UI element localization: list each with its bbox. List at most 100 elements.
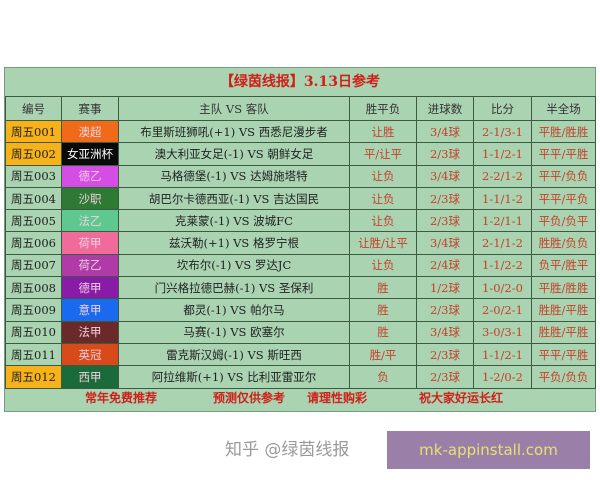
match-id: 周五002 [5,142,62,166]
goals-pick: 1/2球 [416,276,474,300]
score-pick: 2-1/1-2 [473,231,532,255]
score-pick: 2-0/2-1 [473,298,532,322]
score-pick: 1-2/1-1 [473,209,532,233]
table-row: 周五005 法乙 克莱蒙(-1) VS 波城FC 让负 2/3球 1-2/1-1 平负/负平 [5,209,596,233]
table-row: 周五009 意甲 都灵(-1) VS 帕尔马胜 2/3球 2-0/2-1 胜胜/平胜 [5,298,596,322]
footer-text: 祝大家好运长红 [419,391,504,405]
result-pick: 胜 [349,320,417,344]
teams: 都灵(-1) VS 帕尔马 [118,298,350,322]
result-pick: 让胜/让平 [349,231,417,255]
match-id: 周五007 [5,253,62,278]
teams: 兹沃勒(+1) VS 格罗宁根 [118,231,350,255]
sheet-title: 【绿茵线报】3.13日参考 [219,74,381,90]
teams: 澳大利亚女足(-1) VS 朝鲜女足 [118,142,350,166]
goals-pick: 2/3球 [416,342,474,367]
score-pick: 2-1/3-1 [473,119,532,144]
table-row: 周五011 英冠 雷克斯汉姆(-1) VS 斯旺西 胜/平 2/3球 1-1/2-1 平平/… [5,342,596,367]
zhihu-watermark: 知乎 @绿茵线报 [225,440,350,460]
result-pick: 让负 [349,253,417,278]
league: 德乙 [61,164,119,188]
result-pick: 让负 [349,164,417,188]
league: 英冠 [61,342,119,367]
match-id: 周五005 [5,209,62,233]
match-id: 周五012 [5,365,62,389]
score-pick: 1-1/2-2 [473,253,532,278]
league: 女亚洲杯 [61,142,119,166]
match-id: 周五003 [5,164,62,188]
halftime-fulltime-pick: 平负/负平 [531,209,596,233]
score-pick: 1-1/1-2 [473,186,532,211]
match-id: 周五010 [5,320,62,344]
goals-pick: 3/4球 [416,164,474,188]
teams: 马格德堡(-1) VS 达姆施塔特 [118,164,350,188]
teams: 雷克斯汉姆(-1) VS 斯旺西 [118,342,350,367]
league: 法乙 [61,209,119,233]
teams: 克莱蒙(-1) VS 波城FC [118,209,350,233]
halftime-fulltime-pick: 平平/平负 [531,186,596,211]
league: 荷乙 [61,253,119,278]
result-pick: 让负 [349,186,417,211]
league: 沙职 [61,186,119,211]
table-row: 周五012 西甲 阿拉维斯(+1) VS 比利亚雷亚尔负 2/3球 1-2/0-2 平负/… [5,365,596,389]
column-header: 赛事 [61,96,119,121]
result-pick: 平/让平 [349,142,417,166]
halftime-fulltime-pick: 平胜/胜胜 [531,119,596,144]
result-pick: 胜/平 [349,342,417,367]
goals-pick: 2/4球 [416,253,474,278]
footer: 常年免费推荐 预测仅供参考 请理性购彩 祝大家好运长红 [5,385,595,411]
table-row: 周五004 沙职 胡巴尔卡德西亚(-1) VS 吉达国民 让负 2/3球 1-1/1-2 平… [5,186,596,211]
teams: 坎布尔(-1) VS 罗达JC [118,253,350,278]
halftime-fulltime-pick: 平负/负负 [531,365,596,389]
teams: 胡巴尔卡德西亚(-1) VS 吉达国民 [118,186,350,211]
halftime-fulltime-pick: 平平/平胜 [531,142,596,166]
teams: 布里斯班狮吼(+1) VS 西悉尼漫步者 [118,119,350,144]
result-pick: 让负 [349,209,417,233]
halftime-fulltime-pick: 胜胜/负负 [531,231,596,255]
result-pick: 胜 [349,298,417,322]
goals-pick: 3/4球 [416,320,474,344]
halftime-fulltime-pick: 胜胜/平胜 [531,320,596,344]
goals-pick: 2/3球 [416,365,474,389]
match-id: 周五011 [5,342,62,367]
match-id: 周五001 [5,119,62,144]
goals-pick: 2/3球 [416,186,474,211]
league: 法甲 [61,320,119,344]
teams: 门兴格拉德巴赫(-1) VS 圣保利 [118,276,350,300]
footer-text: 请理性购彩 [307,391,368,405]
column-header: 编号 [5,96,62,121]
league: 意甲 [61,298,119,322]
site-watermark: mk-appinstall.com [387,431,590,469]
table-row: 周五002 女亚洲杯 澳大利亚女足(-1) VS 朝鲜女足 平/让平 2/3球 1-1/2… [5,142,596,166]
table-row: 周五006 荷甲 兹沃勒(+1) VS 格罗宁根 让胜/让平 3/4球 2-1/1-2 胜胜… [5,231,596,255]
match-id: 周五004 [5,186,62,211]
match-id: 周五006 [5,231,62,255]
goals-pick: 2/3球 [416,142,474,166]
table-row: 周五008 德甲 门兴格拉德巴赫(-1) VS 圣保利胜 1/2球 1-0/2-0 平胜/… [5,276,596,300]
goals-pick: 3/4球 [416,231,474,255]
halftime-fulltime-pick: 胜胜/平胜 [531,298,596,322]
footer-text: 预测仅供参考 [213,391,286,405]
halftime-fulltime-pick: 负平/胜平 [531,253,596,278]
column-header: 比分 [473,96,532,121]
score-pick: 3-0/3-1 [473,320,532,344]
header-row: 编号 赛事 主队 VS 客队 胜平负 进球数 比分 半全场 [5,96,596,121]
score-pick: 1-1/2-1 [473,142,532,166]
score-pick: 1-0/2-0 [473,276,532,300]
result-pick: 胜 [349,276,417,300]
match-id: 周五009 [5,298,62,322]
score-pick: 2-2/1-2 [473,164,532,188]
league: 西甲 [61,365,119,389]
goals-pick: 2/3球 [416,298,474,322]
table-row: 周五010 法甲 马赛(-1) VS 欧塞尔胜 3/4球 3-0/3-1 胜胜/平胜 [5,320,596,344]
score-pick: 1-1/2-1 [473,342,532,367]
league: 德甲 [61,276,119,300]
teams: 马赛(-1) VS 欧塞尔 [118,320,350,344]
result-pick: 让胜 [349,119,417,144]
column-header: 进球数 [416,96,474,121]
goals-pick: 3/4球 [416,119,474,144]
tips-table: 编号 赛事 主队 VS 客队 胜平负 进球数 比分 半全场 周五001 澳超 布里斯班狮吼(+1… [5,96,596,389]
footer-text: 常年免费推荐 [85,391,158,405]
league: 澳超 [61,119,119,144]
score-pick: 1-2/0-2 [473,365,532,389]
teams: 阿拉维斯(+1) VS 比利亚雷亚尔 [118,365,350,389]
